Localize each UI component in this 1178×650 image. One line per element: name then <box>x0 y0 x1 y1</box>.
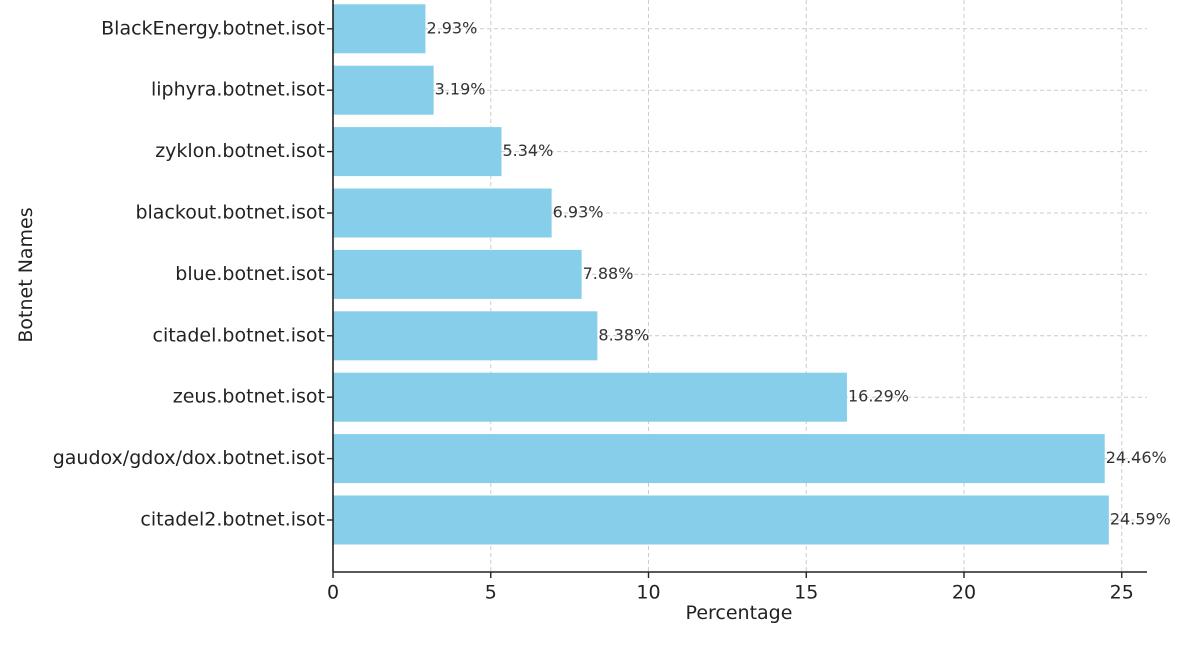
bar-value-label: 16.29% <box>848 387 909 406</box>
y-tick-label: citadel2.botnet.isot <box>140 509 325 531</box>
y-tick-label: liphyra.botnet.isot <box>151 79 325 101</box>
bar <box>333 249 582 299</box>
bar-value-label: 2.93% <box>426 18 477 37</box>
bar-value-label: 24.46% <box>1106 448 1167 467</box>
x-tick-label: 25 <box>1110 582 1134 604</box>
x-tick-label: 20 <box>952 582 976 604</box>
bar <box>333 311 598 361</box>
bar-value-label: 8.38% <box>598 325 649 344</box>
y-tick-label: BlackEnergy.botnet.isot <box>101 17 325 39</box>
bar <box>333 188 552 238</box>
bar-value-label: 7.88% <box>583 264 634 283</box>
bar-value-label: 24.59% <box>1110 510 1171 529</box>
ticks-layer: 0 5 10 15 20 25 citadel2.botnet.isot gaudox/gdo… <box>53 17 1134 603</box>
bar-value-label: 3.19% <box>435 80 486 99</box>
y-tick-label: zyklon.botnet.isot <box>155 140 325 162</box>
x-tick-label: 10 <box>636 582 660 604</box>
bar <box>333 434 1105 484</box>
y-tick-label: gaudox/gdox/dox.botnet.isot <box>53 447 325 469</box>
bars-layer <box>333 4 1109 545</box>
bar-value-label: 6.93% <box>553 203 604 222</box>
axes-layer <box>332 0 1147 573</box>
bar <box>333 495 1109 545</box>
bar <box>333 372 847 422</box>
x-axis-title: Percentage <box>686 602 793 624</box>
y-tick-label: blue.botnet.isot <box>175 263 325 285</box>
y-tick-label: blackout.botnet.isot <box>135 202 325 224</box>
y-tick-label: citadel.botnet.isot <box>153 324 326 346</box>
y-tick-label: zeus.botnet.isot <box>173 386 325 408</box>
bar <box>333 65 434 115</box>
x-tick-label: 0 <box>327 582 339 604</box>
y-axis-title: Botnet Names <box>15 207 37 342</box>
x-tick-label: 5 <box>485 582 497 604</box>
x-tick-label: 15 <box>794 582 818 604</box>
bar <box>333 127 502 177</box>
bar-value-label: 5.34% <box>502 141 553 160</box>
data-labels-layer: 24.59% 24.46% 16.29% 8.38% 7.88% 6.93% 5.34% 3.… <box>426 18 1170 528</box>
bar <box>333 4 426 54</box>
